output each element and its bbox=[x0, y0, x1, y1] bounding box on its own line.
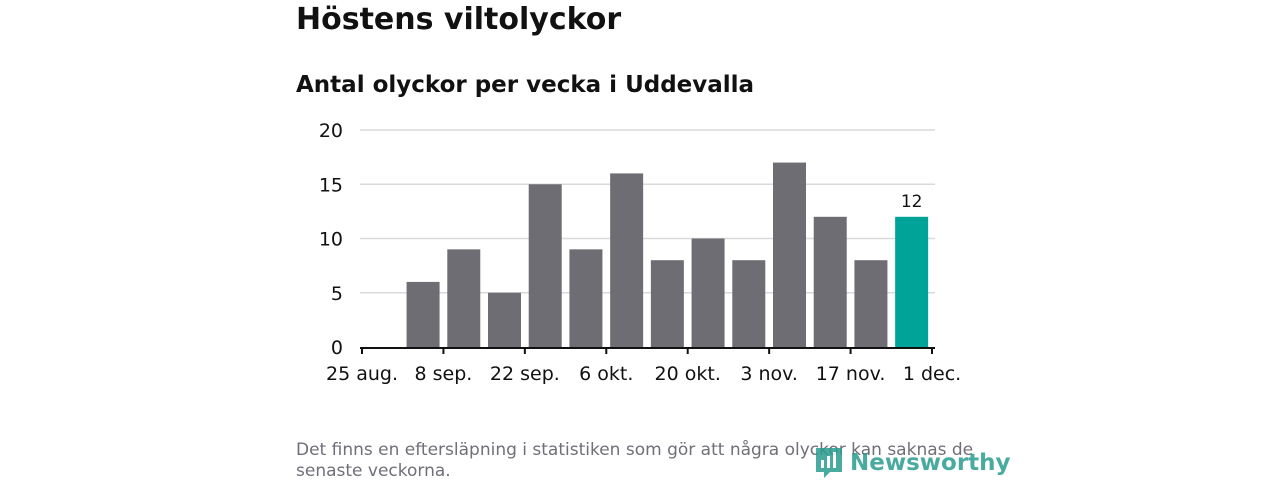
x-tick-label: 22 sep. bbox=[490, 363, 560, 385]
chart-title: Höstens viltolyckor bbox=[296, 2, 622, 37]
bar bbox=[813, 216, 847, 347]
bar bbox=[569, 249, 603, 347]
chart-subtitle: Antal olyckor per vecka i Uddevalla bbox=[296, 72, 755, 98]
bar-chart: 0 5 10 15 20 12 25 aug. 8 sep. 22 sep. 6 okt. 20 o… bbox=[319, 120, 961, 385]
footnote: Det finns en eftersläpning i statistiken… bbox=[296, 440, 974, 481]
bar bbox=[895, 216, 929, 347]
x-tick-label: 17 nov. bbox=[816, 363, 886, 385]
x-tick-label: 20 okt. bbox=[655, 363, 721, 385]
y-tick-label: 20 bbox=[319, 120, 343, 142]
x-tick-label: 8 sep. bbox=[415, 363, 473, 385]
y-tick-label: 5 bbox=[331, 283, 343, 305]
bar bbox=[528, 184, 562, 347]
bar bbox=[854, 260, 888, 347]
x-tick-label: 3 nov. bbox=[740, 363, 798, 385]
brand-name: Newsworthy bbox=[850, 450, 1011, 476]
y-tick-label: 0 bbox=[331, 337, 343, 359]
bar bbox=[488, 292, 521, 347]
bar bbox=[773, 162, 806, 347]
bar bbox=[610, 173, 644, 347]
y-tick-label: 15 bbox=[319, 174, 343, 196]
x-tick-label: 1 dec. bbox=[903, 363, 961, 385]
bar bbox=[691, 238, 725, 347]
newsworthy-logo-icon bbox=[816, 448, 842, 478]
y-tick-label: 10 bbox=[319, 229, 343, 251]
bar bbox=[650, 260, 684, 347]
data-label: 12 bbox=[901, 192, 923, 212]
x-tick-label: 6 okt. bbox=[579, 363, 633, 385]
x-tick-label: 25 aug. bbox=[326, 363, 398, 385]
bar bbox=[732, 260, 766, 347]
newsworthy-logo: Newsworthy bbox=[814, 446, 1011, 480]
bar bbox=[406, 281, 440, 347]
bar bbox=[447, 249, 481, 347]
